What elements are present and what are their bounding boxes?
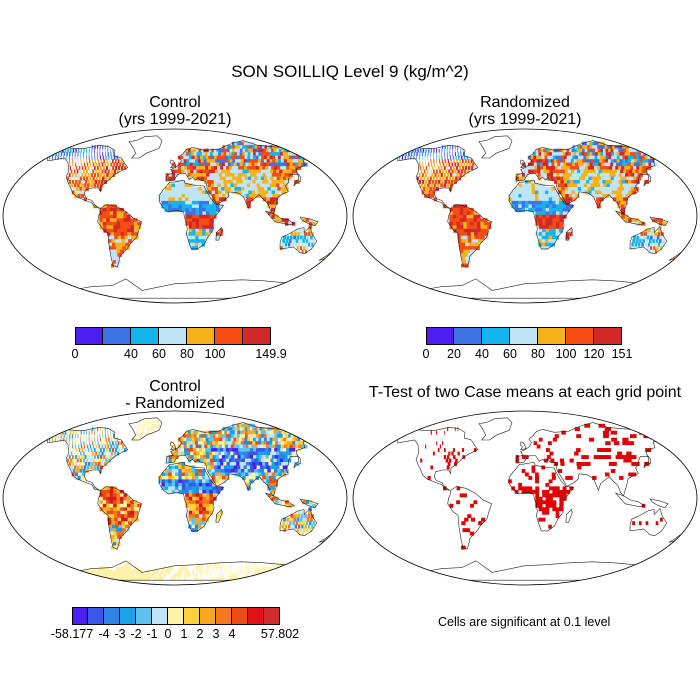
- globe-outline: [2, 410, 348, 586]
- land-cells: [399, 141, 681, 268]
- colorbar-label: 100: [204, 347, 226, 361]
- colorbar-box: [232, 607, 248, 625]
- colorbar-label: 20: [447, 347, 461, 361]
- difference-title-line1: Control: [149, 378, 201, 395]
- colorbar-label: -4: [98, 627, 110, 641]
- colorbar-label: -3: [114, 627, 126, 641]
- ttest-title-line1: T-Test of two Case means at each grid po…: [368, 384, 682, 401]
- colorbar-box: [136, 607, 152, 625]
- colorbar-label: 4: [228, 627, 236, 641]
- colorbar-label: 80: [531, 347, 545, 361]
- colorbar-label: 1: [180, 627, 188, 641]
- colorbar-label: 120: [583, 347, 605, 361]
- control-title-line2: (yrs 1999-2021): [118, 111, 232, 128]
- colorbar-box: [168, 607, 184, 625]
- colorbar-box: [426, 327, 454, 345]
- randomized-colorbar: 0 20 40 60 80 100 120 151: [423, 327, 632, 361]
- colorbar-label: 57.802: [260, 627, 300, 641]
- colorbar-label: 100: [555, 347, 577, 361]
- colorbar-box: [187, 327, 215, 345]
- colorbar-box: [510, 327, 538, 345]
- colorbar-box: [594, 327, 622, 345]
- colorbar-label: 80: [180, 347, 194, 361]
- colorbar-label: 60: [152, 347, 166, 361]
- colorbar-box: [454, 327, 482, 345]
- ttest-panel-title: T-Test of two Case means at each grid po…: [352, 384, 698, 401]
- land-cells: [49, 416, 331, 581]
- colorbar-label: -58.177: [50, 627, 94, 641]
- colorbar-box: [200, 607, 216, 625]
- control-map: [2, 128, 348, 304]
- difference-title-line2: - Randomized: [125, 395, 225, 412]
- control-panel-title: Control (yrs 1999-2021): [60, 94, 290, 128]
- colorbar-box: [103, 327, 131, 345]
- colorbar-label: -2: [130, 627, 142, 641]
- colorbar-label: 60: [503, 347, 517, 361]
- ttest-map: [352, 410, 698, 586]
- land-cells: [403, 423, 681, 550]
- randomized-panel-title: Randomized (yrs 1999-2021): [410, 94, 640, 128]
- difference-map: [2, 410, 348, 586]
- colorbar-box: [104, 607, 120, 625]
- globe-outline: [2, 128, 348, 304]
- colorbar-label: 3: [212, 627, 220, 641]
- control-title-line1: Control: [149, 94, 201, 111]
- colorbar-box: [216, 607, 232, 625]
- colorbar-box: [248, 607, 264, 625]
- colorbar-label: 2: [196, 627, 204, 641]
- colorbar-box: [159, 327, 187, 345]
- colorbar-label: 0: [422, 347, 430, 361]
- colorbar-box: [72, 607, 88, 625]
- colorbar-label: 40: [124, 347, 138, 361]
- colorbar-label: 0: [164, 627, 172, 641]
- colorbar-label: 149.9: [255, 347, 287, 361]
- colorbar-box: [264, 607, 280, 625]
- colorbar-box: [75, 327, 103, 345]
- colorbar-box: [482, 327, 510, 345]
- land-cells: [49, 141, 331, 268]
- colorbar-box: [88, 607, 104, 625]
- colorbar-box: [538, 327, 566, 345]
- colorbar-box: [131, 327, 159, 345]
- colorbar-box: [243, 327, 271, 345]
- difference-colorbar: -58.177 -4 -3 -2 -1 0 1 2 3 4 57.802: [51, 607, 299, 641]
- colorbar-box: [184, 607, 200, 625]
- randomized-title-line2: (yrs 1999-2021): [468, 111, 582, 128]
- colorbar-label: -1: [146, 627, 158, 641]
- colorbar-label: 0: [71, 347, 79, 361]
- significance-note: Cells are significant at 0.1 level: [438, 615, 611, 629]
- colorbar-label: 151: [611, 347, 633, 361]
- colorbar-label: 40: [475, 347, 489, 361]
- coastlines: [396, 135, 685, 299]
- randomized-title-line1: Randomized: [480, 94, 570, 111]
- main-title: SON SOILLIQ Level 9 (kg/m^2): [231, 62, 469, 81]
- colorbar-box: [152, 607, 168, 625]
- colorbar-box: [566, 327, 594, 345]
- difference-panel-title: Control - Randomized: [60, 378, 290, 412]
- randomized-map: [352, 128, 698, 304]
- globe-outline: [352, 410, 698, 586]
- colorbar-box: [215, 327, 243, 345]
- colorbar-box: [120, 607, 136, 625]
- globe-outline: [352, 128, 698, 304]
- control-colorbar: 0 40 60 80 100 149.9: [72, 327, 287, 361]
